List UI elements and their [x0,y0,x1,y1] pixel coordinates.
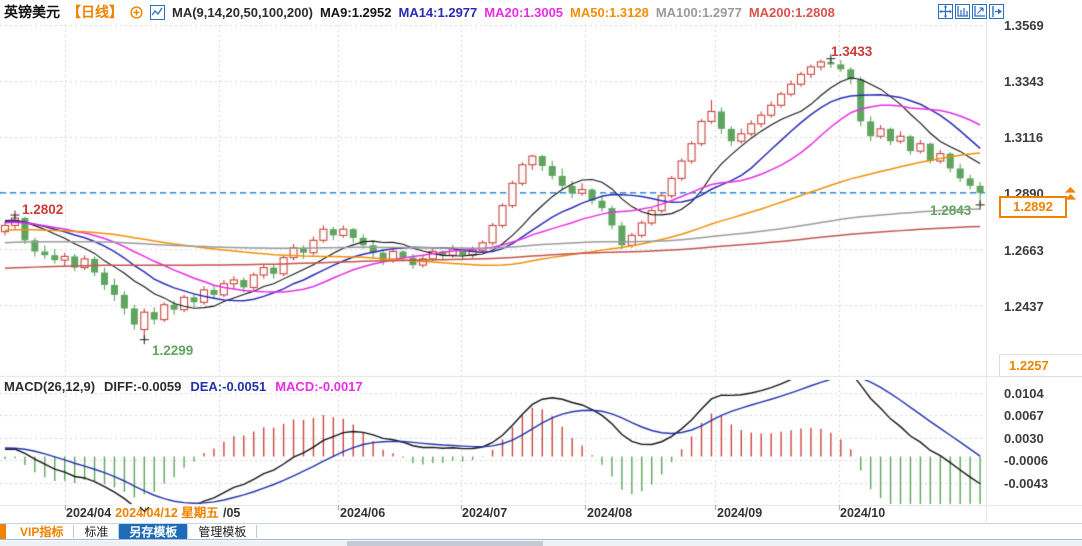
symbol-name: 英镑美元 [4,4,60,20]
ma50-value: MA50:1.3128 [570,4,649,20]
macd-axis-label: 0.0104 [1004,386,1044,401]
x-axis-month-label: 2024/06 [340,506,386,520]
tab-separator [187,525,189,538]
macd-params-label: MACD(26,12,9) [4,379,96,394]
axis-scale-icon[interactable] [955,4,970,19]
collapse-right-icon[interactable] [989,4,1004,19]
ma9-value: MA9:1.2952 [319,4,392,20]
add-overlay-icon[interactable] [130,5,143,19]
template-tab-bar: VIP指标 标准 另存模板 管理模板 [0,523,1082,540]
swing-high-label: 1.2802 [22,202,64,217]
tab-separator [256,525,258,538]
price-axis-label: 1.3343 [1004,74,1044,89]
tab-standard[interactable]: 标准 [84,525,109,539]
zoom-fit-icon[interactable] [972,4,987,19]
x-axis-month-label: 2024/09 [717,506,763,520]
macd-diff-value: DIFF:-0.0059 [104,379,182,394]
macd-axis-label: 0.0030 [1004,431,1044,446]
pan-tool-icon[interactable] [938,4,953,19]
ma200-value: MA200:1.2808 [748,4,835,20]
macd-dea-value: DEA:-0.0051 [190,379,267,394]
macd-header: MACD(26,12,9) DIFF:-0.0059 DEA:-0.0051 M… [4,379,363,394]
x-axis-month-label: 2024/10 [840,506,886,520]
current-price-tag: 1.2892 [999,196,1067,218]
x-axis-month-label: 2024/08 [587,506,633,520]
x-axis-month-label: 2024/04 [66,506,112,520]
macd-axis-label: 0.0067 [1004,408,1044,423]
tab-separator [73,525,75,538]
tab-manage-templates[interactable]: 管理模板 [198,525,247,539]
price-axis-label: 1.2663 [1004,243,1044,258]
macd-axis-label: -0.0043 [1004,476,1049,491]
swing-low-label: 1.2299 [152,343,194,358]
tab-separator [118,525,120,538]
macd-macd-value: MACD:-0.0017 [275,379,363,394]
timeframe-label: 【日线】 [67,4,123,20]
macd-axis-label: -0.0006 [1004,453,1049,468]
price-axis-label: 1.3116 [1004,130,1044,145]
price-axis-label: 1.3569 [1004,18,1044,33]
scrollbar-thumb[interactable] [347,541,543,546]
tab-save-template[interactable]: 另存模板 [119,524,188,539]
tab-vip-indicators[interactable]: VIP指标 [20,525,64,539]
horizontal-scrollbar[interactable] [0,541,1082,546]
ma100-value: MA100:1.2977 [655,4,742,20]
chart-style-icon[interactable] [150,4,165,20]
chart-header: 英镑美元 【日线】 MA(9,14,20,50,100,200) MA9:1.2… [4,3,835,21]
crosshair-x-marker-icon [139,500,150,518]
ma14-value: MA14:1.2977 [398,4,478,20]
crosshair-date-label: 2024/04/12 星期五 [112,505,222,522]
x-axis-month-label: 2024/07 [462,506,508,520]
ma-group-label: MA(9,14,20,50,100,200) [172,4,313,20]
chart-toolbar [938,4,1004,19]
swing-high-label: 1.3433 [831,44,873,59]
x-axis-month-label: /05 [223,506,241,520]
price-axis-label: 1.2437 [1004,299,1044,314]
price-axis-min-label: 1.2257 [999,354,1082,377]
swing-low-label: 1.2843 [930,203,972,218]
tab-bar-accent [0,524,6,539]
ma20-value: MA20:1.3005 [484,4,564,20]
price-up-arrow-icon [1064,187,1077,207]
